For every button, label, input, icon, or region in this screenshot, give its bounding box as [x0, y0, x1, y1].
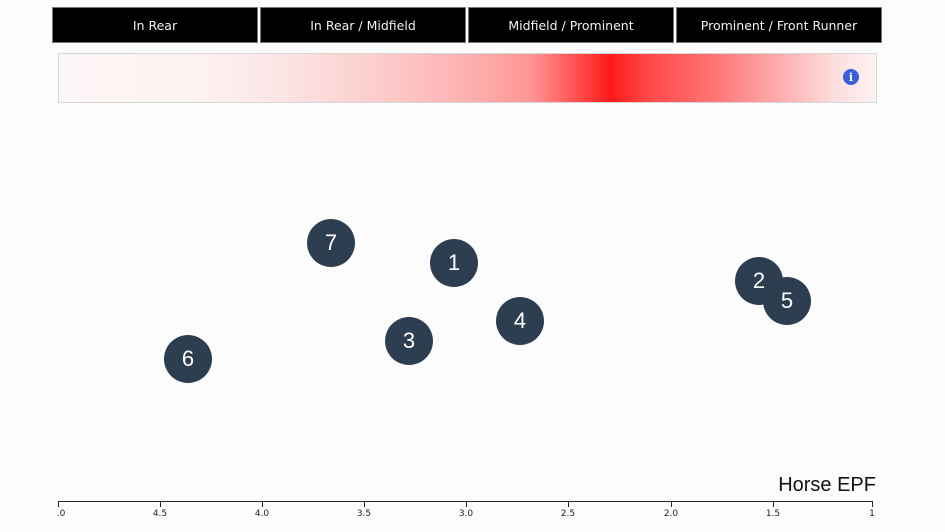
horse-dot-6[interactable]: 6 — [164, 335, 212, 383]
horse-dot-1[interactable]: 1 — [430, 239, 478, 287]
tab-midfield-prominent[interactable]: Midfield / Prominent — [468, 7, 674, 43]
x-tick — [466, 501, 467, 507]
pace-heat-gradient-bar: i — [58, 53, 877, 103]
x-tick-label: 1 — [869, 509, 875, 519]
x-tick — [58, 501, 59, 507]
x-tick — [671, 501, 672, 507]
horse-dot-3[interactable]: 3 — [385, 317, 433, 365]
x-axis-line — [58, 501, 873, 502]
x-tick-label: 3.5 — [356, 509, 372, 519]
x-tick-label: 4.0 — [254, 509, 270, 519]
tab-prominent-front-runner[interactable]: Prominent / Front Runner — [676, 7, 882, 43]
x-tick-label: 3.0 — [458, 509, 474, 519]
running-style-tabs: In Rear In Rear / Midfield Midfield / Pr… — [52, 7, 882, 43]
horse-dot-4[interactable]: 4 — [496, 297, 544, 345]
tab-in-rear[interactable]: In Rear — [52, 7, 258, 43]
x-tick — [568, 501, 569, 507]
x-tick — [773, 501, 774, 507]
tab-in-rear-midfield[interactable]: In Rear / Midfield — [260, 7, 466, 43]
x-tick — [160, 501, 161, 507]
x-tick-label: 2.0 — [663, 509, 679, 519]
x-tick — [872, 501, 873, 507]
horse-dot-7[interactable]: 7 — [307, 219, 355, 267]
x-tick-label: .0 — [56, 509, 66, 519]
x-axis-title: Horse EPF — [778, 474, 876, 496]
horse-dot-5[interactable]: 5 — [763, 277, 811, 325]
x-tick — [262, 501, 263, 507]
x-tick-label: 1.5 — [765, 509, 781, 519]
x-tick — [364, 501, 365, 507]
x-tick-label: 4.5 — [152, 509, 168, 519]
x-tick-label: 2.5 — [560, 509, 576, 519]
info-icon[interactable]: i — [843, 69, 859, 85]
